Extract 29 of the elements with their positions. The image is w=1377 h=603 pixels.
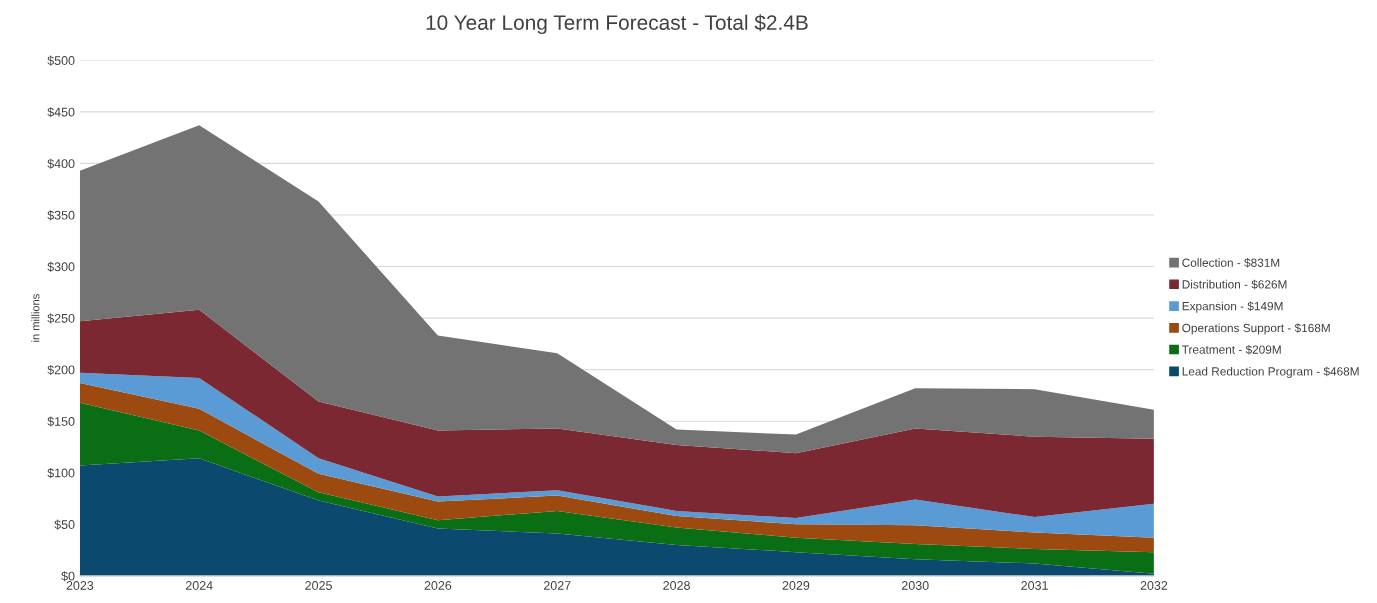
x-tick-label: 2025 <box>305 581 332 590</box>
y-tick-label: $50 <box>54 519 75 530</box>
x-tick-label: 2023 <box>66 581 94 590</box>
y-tick-label: $150 <box>47 416 75 427</box>
legend-label: Expansion - $149M <box>1182 301 1283 313</box>
y-tick-label: $250 <box>47 313 75 324</box>
legend-label: Operations Support - $168M <box>1182 323 1330 335</box>
y-tick-label: $0 <box>61 571 75 582</box>
legend-label: Lead Reduction Program - $468M <box>1182 366 1359 378</box>
legend-label: Collection - $831M <box>1182 258 1280 268</box>
x-tick-label: 2030 <box>901 581 929 590</box>
legend-label: Treatment - $209M <box>1181 344 1281 355</box>
legend-label: Distribution - $626M <box>1182 279 1287 290</box>
x-tick-label: 2028 <box>663 581 690 590</box>
x-tick-label: 2032 <box>1140 581 1168 590</box>
y-axis-title: in millions <box>31 294 40 342</box>
y-tick-label: $500 <box>47 55 75 66</box>
y-tick-label: $200 <box>47 364 75 376</box>
x-tick-label: 2027 <box>543 581 571 590</box>
x-tick-label: 2031 <box>1021 581 1048 590</box>
y-tick-label: $300 <box>47 261 75 272</box>
y-tick-label: $100 <box>47 468 75 479</box>
chart-title: 10 Year Long Term Forecast - Total $2.4B <box>426 14 808 35</box>
x-tick-label: 2026 <box>424 581 452 590</box>
y-tick-label: $400 <box>47 158 75 169</box>
x-tick-label: 2024 <box>185 581 213 590</box>
y-tick-label: $350 <box>47 210 75 221</box>
y-tick-label: $450 <box>47 107 75 118</box>
x-tick-label: 2029 <box>782 581 810 590</box>
